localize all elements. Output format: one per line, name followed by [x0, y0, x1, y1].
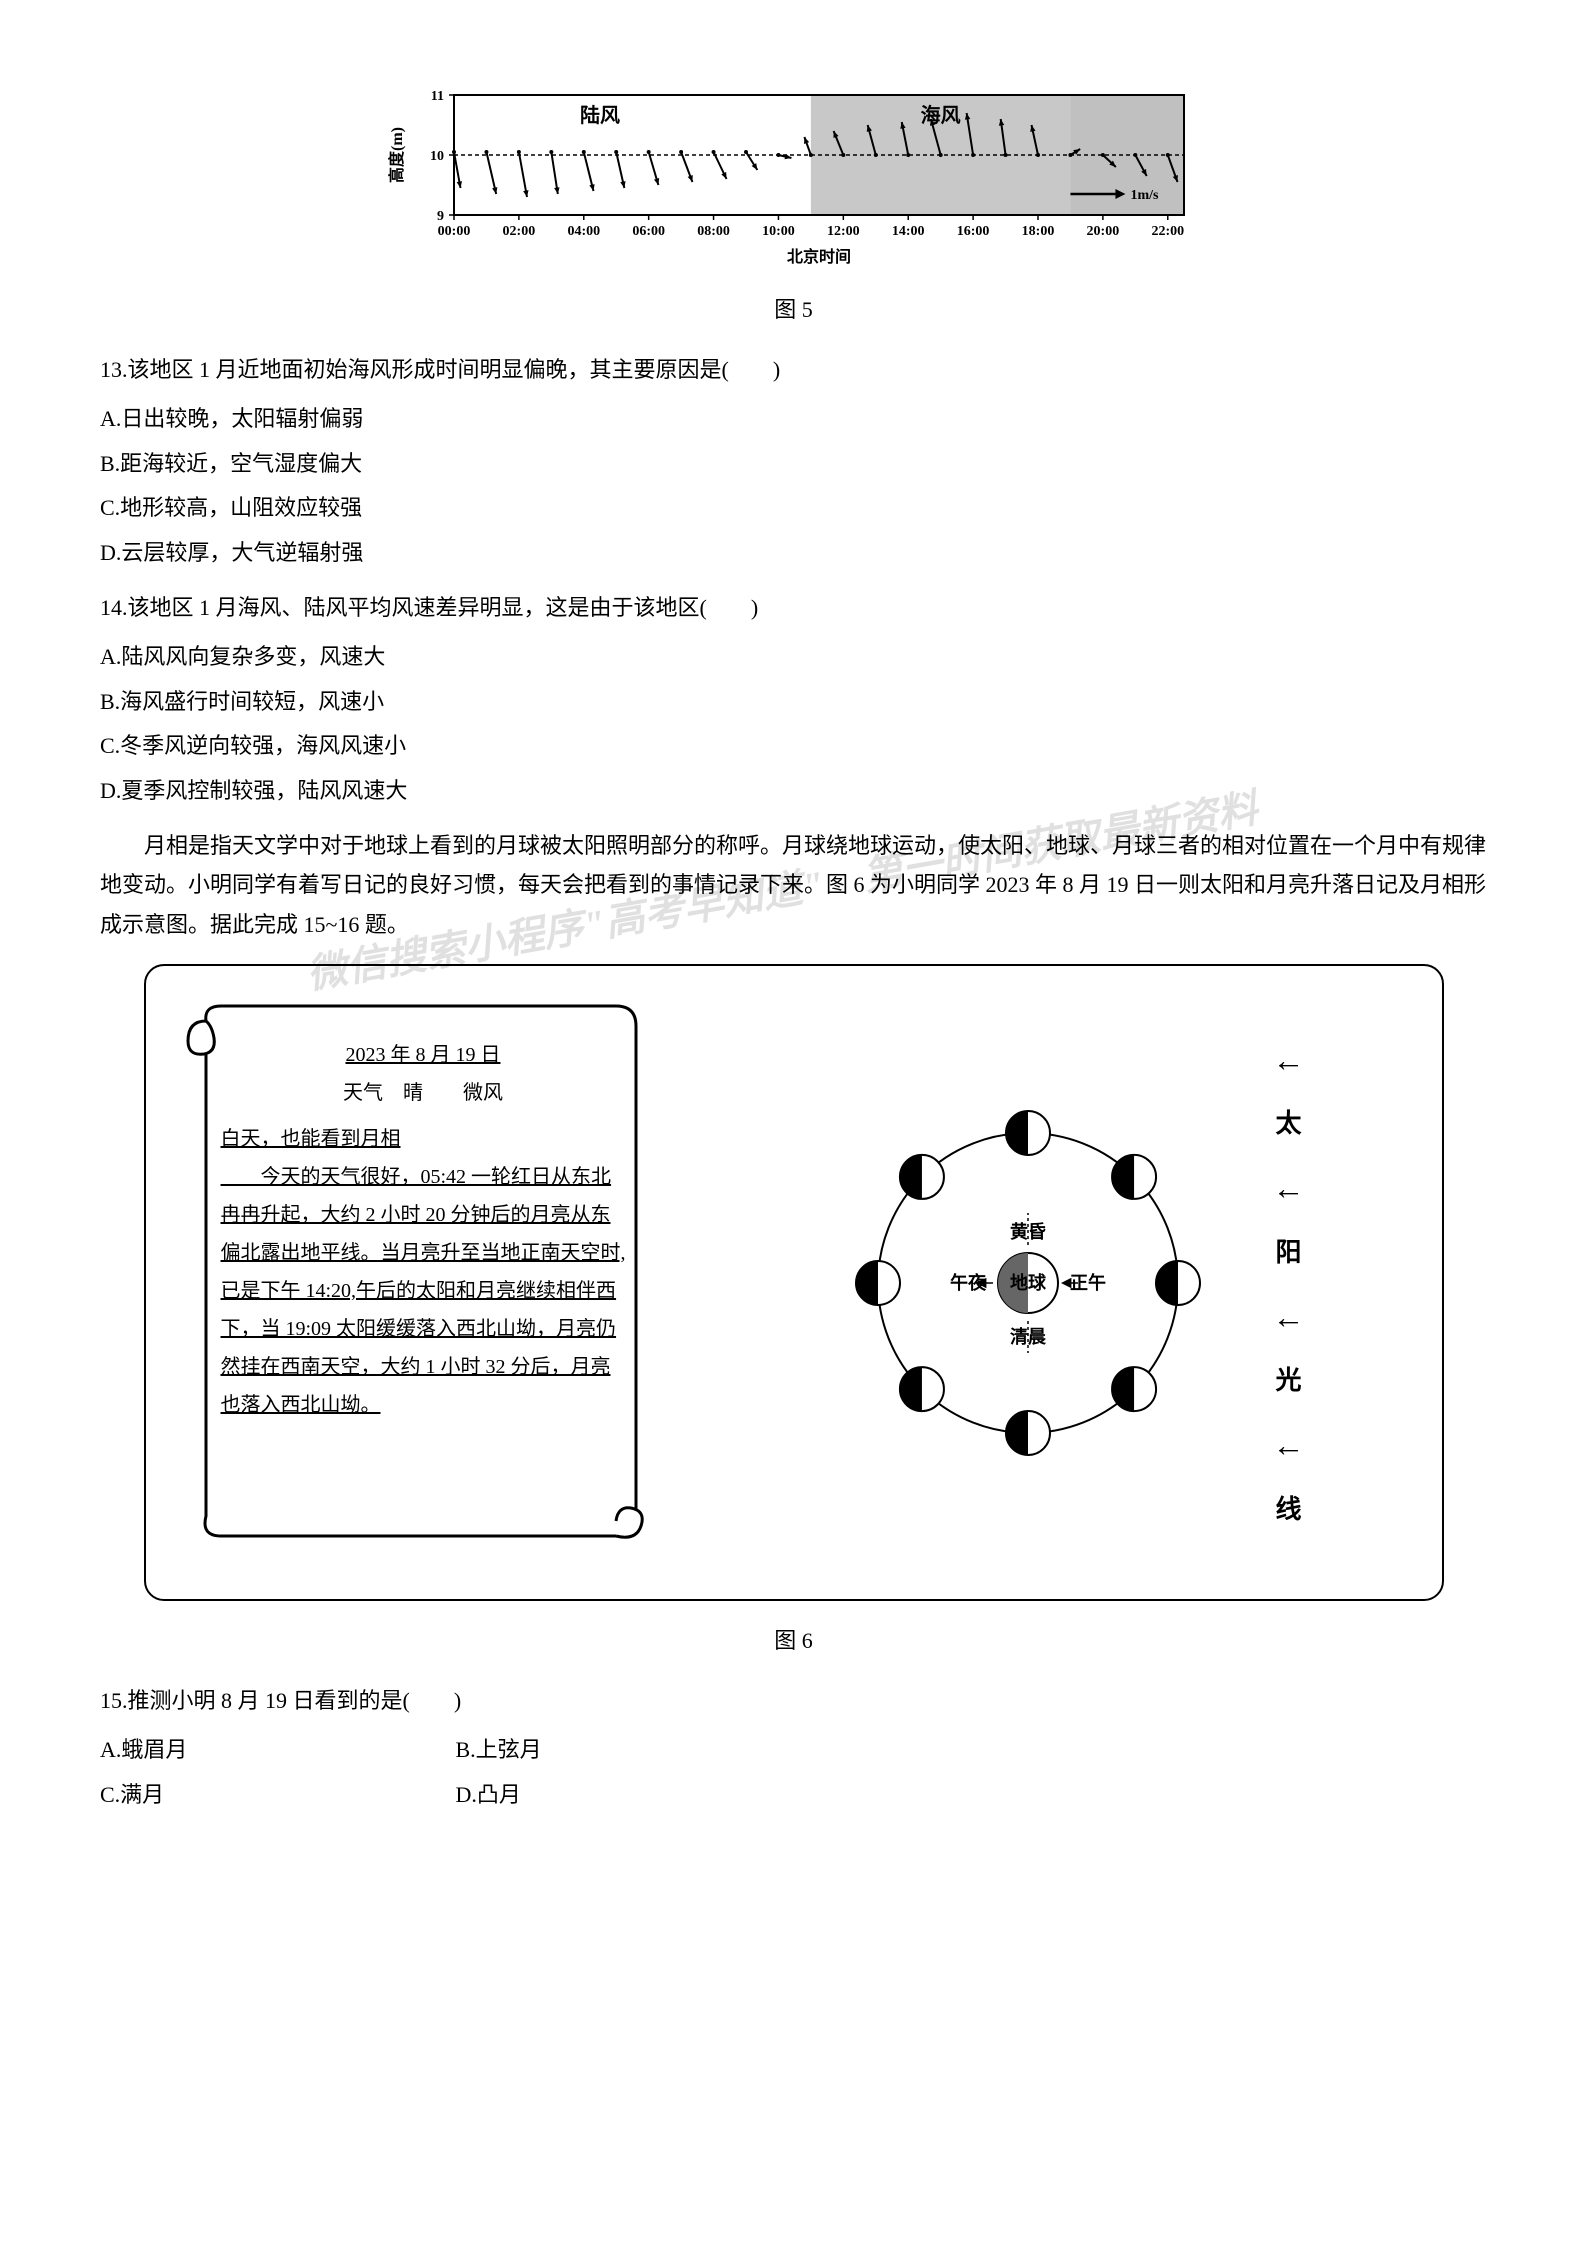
svg-text:22:00: 22:00 — [1151, 224, 1184, 239]
diary-weather: 天气 晴 微风 — [221, 1074, 626, 1112]
passage2: 月相是指天文学中对于地球上看到的月球被太阳照明部分的称呼。月球绕地球运动，使太阳… — [100, 826, 1487, 945]
svg-text:14:00: 14:00 — [891, 224, 924, 239]
svg-text:海风: 海风 — [920, 103, 960, 127]
sun-char-3: 线 — [1275, 1487, 1301, 1534]
q14-opt-b: B.海风盛行时间较短，风速小 — [100, 682, 1487, 722]
figure5-chart: 9 10 11 高度(m) 00:00 02:00 04:00 06:00 08:00 10:00… — [384, 80, 1204, 270]
q15-options: A.蛾眉月 B.上弦月 C.满月 D.凸月 — [100, 1730, 1487, 1814]
diary-body: 今天的天气很好，05:42 一轮红日从东北冉冉升起，大约 2 小时 20 分钟后… — [221, 1158, 626, 1424]
svg-text:1m/s: 1m/s — [1130, 188, 1159, 203]
svg-text:10: 10 — [430, 149, 444, 164]
svg-text:18:00: 18:00 — [1021, 224, 1054, 239]
diary-text: 2023 年 8 月 19 日 天气 晴 微风 白天，也能看到月相 今天的天气很… — [221, 1036, 626, 1424]
figure6-caption: 图 6 — [100, 1621, 1487, 1661]
q13-opt-c: C.地形较高，山阻效应较强 — [100, 488, 1487, 528]
arrow-icon: ← — [1273, 1289, 1305, 1347]
svg-text:20:00: 20:00 — [1086, 224, 1119, 239]
svg-text:11: 11 — [430, 89, 443, 104]
q13-stem: 13.该地区 1 月近地面初始海风形成时间明显偏晚，其主要原因是( ) — [100, 350, 1487, 390]
q13-options: A.日出较晚，太阳辐射偏弱 B.距海较近，空气湿度偏大 C.地形较高，山阻效应较… — [100, 399, 1487, 572]
sunlight-labels: ← 太 ← 阳 ← 光 ← 线 — [1273, 1032, 1305, 1534]
q15-opt-c: C.满月 — [100, 1775, 450, 1815]
q15-opt-d: D.凸月 — [456, 1775, 806, 1815]
svg-text:12:00: 12:00 — [826, 224, 859, 239]
svg-text:高度(m): 高度(m) — [387, 127, 406, 183]
q14-opt-d: D.夏季风控制较强，陆风风速大 — [100, 771, 1487, 811]
svg-text:08:00: 08:00 — [697, 224, 730, 239]
figure5-caption: 图 5 — [100, 290, 1487, 330]
svg-text:10:00: 10:00 — [762, 224, 795, 239]
moon-diagram: 地球黄昏清晨午夜正午 ← 太 ← 阳 ← 光 ← 线 — [696, 996, 1412, 1569]
svg-text:陆风: 陆风 — [580, 103, 620, 127]
q15-row2: C.满月 D.凸月 — [100, 1775, 1487, 1815]
diary-line1: 白天，也能看到月相 — [221, 1120, 626, 1158]
q15-opt-a: A.蛾眉月 — [100, 1730, 450, 1770]
svg-text:02:00: 02:00 — [502, 224, 535, 239]
svg-text:清晨: 清晨 — [1010, 1327, 1047, 1347]
q15-opt-b: B.上弦月 — [456, 1730, 806, 1770]
svg-text:16:00: 16:00 — [956, 224, 989, 239]
svg-text:9: 9 — [437, 209, 444, 224]
sun-char-0: 太 — [1275, 1101, 1301, 1148]
svg-text:06:00: 06:00 — [632, 224, 665, 239]
q14-opt-c: C.冬季风逆向较强，海风风速小 — [100, 726, 1487, 766]
svg-text:地球: 地球 — [1010, 1272, 1047, 1293]
arrow-icon: ← — [1273, 1160, 1305, 1218]
q14-stem: 14.该地区 1 月海风、陆风平均风速差异明显，这是由于该地区( ) — [100, 588, 1487, 628]
q14-options: A.陆风风向复杂多变，风速大 B.海风盛行时间较短，风速小 C.冬季风逆向较强，… — [100, 637, 1487, 810]
svg-text:04:00: 04:00 — [567, 224, 600, 239]
svg-text:00:00: 00:00 — [437, 224, 470, 239]
figure6: 2023 年 8 月 19 日 天气 晴 微风 白天，也能看到月相 今天的天气很… — [144, 964, 1444, 1601]
arrow-icon: ← — [1273, 1032, 1305, 1090]
diary-scroll: 2023 年 8 月 19 日 天气 晴 微风 白天，也能看到月相 今天的天气很… — [176, 996, 666, 1569]
q13-opt-d: D.云层较厚，大气逆辐射强 — [100, 533, 1487, 573]
q15-stem: 15.推测小明 8 月 19 日看到的是( ) — [100, 1681, 1487, 1721]
sun-char-2: 光 — [1275, 1358, 1301, 1405]
q13-opt-b: B.距海较近，空气湿度偏大 — [100, 444, 1487, 484]
svg-text:北京时间: 北京时间 — [786, 247, 850, 266]
svg-text:黄昏: 黄昏 — [1010, 1221, 1046, 1242]
sun-char-1: 阳 — [1275, 1230, 1301, 1277]
arrow-icon: ← — [1273, 1417, 1305, 1475]
moon-svg: 地球黄昏清晨午夜正午 — [803, 1058, 1253, 1508]
chart5-svg: 9 10 11 高度(m) 00:00 02:00 04:00 06:00 08:00 10:00… — [384, 80, 1204, 270]
q15-row1: A.蛾眉月 B.上弦月 — [100, 1730, 1487, 1770]
diary-date: 2023 年 8 月 19 日 — [221, 1036, 626, 1074]
q14-opt-a: A.陆风风向复杂多变，风速大 — [100, 637, 1487, 677]
q13-opt-a: A.日出较晚，太阳辐射偏弱 — [100, 399, 1487, 439]
